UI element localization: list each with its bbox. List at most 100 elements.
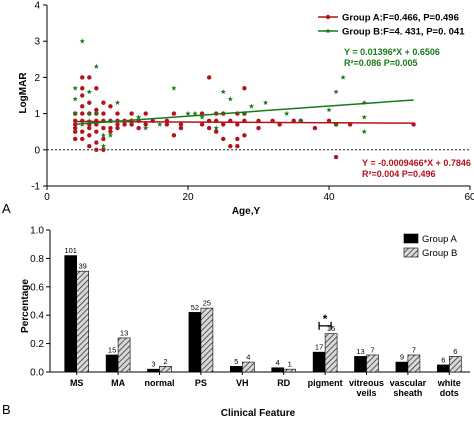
group-a-point xyxy=(94,86,99,91)
group-b-point xyxy=(72,110,78,116)
group-b-point xyxy=(79,38,85,44)
group-a-point xyxy=(101,147,106,152)
group-a-point xyxy=(312,125,318,131)
bar-group-a xyxy=(64,255,77,373)
group-a-point xyxy=(73,122,78,127)
group-b-point xyxy=(86,110,92,116)
count-label-group-a: 17 xyxy=(315,343,323,352)
legend-swatch-group-a xyxy=(403,233,419,244)
bars: 10139MS1513MA32normal5225PS54VH41RD1715p… xyxy=(64,246,462,398)
group-b-point xyxy=(199,114,205,120)
group-a-point xyxy=(235,136,240,142)
count-label-group-b: 4 xyxy=(246,353,250,362)
group-b-point xyxy=(171,85,177,91)
count-label-group-b: 2 xyxy=(163,357,167,366)
category-label: MS xyxy=(70,378,84,388)
category-label: RD xyxy=(277,378,290,388)
fit-stats-group-b: R²=0.086 P=0.005 xyxy=(344,58,418,68)
count-label-group-a: 15 xyxy=(108,345,116,354)
count-label-group-b: 25 xyxy=(203,299,211,308)
y-tick-label-a: 3 xyxy=(34,37,40,48)
group-a-point xyxy=(221,122,226,127)
group-a-point xyxy=(80,75,85,80)
category-label: normal xyxy=(144,378,174,388)
group-a-point xyxy=(171,133,177,138)
category-label: VH xyxy=(236,378,249,388)
group-a-point xyxy=(206,75,212,80)
group-a-point xyxy=(164,122,170,127)
group-b-point xyxy=(107,132,114,138)
group-a-point xyxy=(80,129,85,134)
group-a-point xyxy=(143,111,148,116)
x-axis-label-b: Clinical Feature xyxy=(221,408,296,419)
count-label-group-b: 1 xyxy=(288,360,292,369)
group-a-point xyxy=(73,129,78,134)
x-tick-label-a: 60 xyxy=(464,192,474,203)
group-a-point xyxy=(101,125,106,131)
bar-group-b xyxy=(366,354,379,373)
group-a-point xyxy=(228,143,233,149)
y-tick-label-b: 1.0 xyxy=(30,226,44,237)
bar-group-b xyxy=(407,354,421,373)
significance-star: * xyxy=(323,312,328,326)
group-b-point xyxy=(135,114,142,120)
group-b-fit-line xyxy=(75,99,414,125)
y-tick-label-b: 0.8 xyxy=(30,254,44,265)
group-b-point xyxy=(86,89,92,95)
group-a-point xyxy=(115,111,120,116)
group-a-point xyxy=(87,100,92,105)
group-a-point xyxy=(256,125,261,131)
group-b-point xyxy=(227,96,233,102)
group-a-point xyxy=(94,107,99,113)
group-a-point xyxy=(214,129,219,134)
fit-stats-group-a: R²=0.004 P=0.496 xyxy=(362,169,436,179)
bar-group-a xyxy=(312,351,326,373)
legend-marker-group-b xyxy=(325,28,331,34)
group-b-point xyxy=(298,118,304,124)
group-a-point xyxy=(333,154,339,160)
category-label: pigment xyxy=(308,378,343,388)
group-a-point xyxy=(115,125,120,131)
group-a-point xyxy=(94,140,99,145)
group-a-point xyxy=(235,143,240,149)
y-tick-label-a: 1 xyxy=(34,109,40,120)
group-a-point xyxy=(242,86,247,91)
group-a-point xyxy=(101,100,106,105)
category-label: PS xyxy=(195,378,207,388)
group-a-point xyxy=(101,136,106,142)
group-a-point xyxy=(108,104,113,109)
group-b-point xyxy=(114,99,121,106)
group-a-point xyxy=(199,122,205,127)
count-label-group-a: 9 xyxy=(400,353,404,362)
legend-label-group-b: Group B:F=4. 431, P=0. 041 xyxy=(342,27,465,38)
category-label: white dots xyxy=(437,378,461,398)
count-label-group-a: 52 xyxy=(191,303,199,312)
group-a-point xyxy=(73,136,78,142)
group-b-point xyxy=(241,110,248,116)
bar-group-a xyxy=(230,366,243,373)
group-b-point xyxy=(333,121,339,127)
group-b-point xyxy=(143,125,149,131)
count-label-group-a: 13 xyxy=(356,347,364,356)
group-a-point xyxy=(178,122,184,127)
fit-equation-group-b: Y = 0.01396*X + 0.6506 xyxy=(344,47,440,57)
group-b-point xyxy=(100,132,107,138)
count-label-group-b: 6 xyxy=(453,347,457,356)
bar-group-a xyxy=(271,367,285,373)
group-b-point xyxy=(72,96,78,102)
legend-marker-group-a xyxy=(325,14,331,20)
group-a-point xyxy=(129,122,134,127)
count-label-group-a: 3 xyxy=(151,360,155,369)
group-b-point xyxy=(333,89,339,95)
category-label: vascular sheath xyxy=(390,378,427,398)
group-a-point xyxy=(87,75,92,80)
group-b-point xyxy=(93,63,100,69)
y-tick-label-b: 0.2 xyxy=(30,339,44,350)
group-b-point xyxy=(284,110,290,116)
bar-legend: Group A Group B xyxy=(403,233,458,259)
group-a-point xyxy=(94,147,99,152)
